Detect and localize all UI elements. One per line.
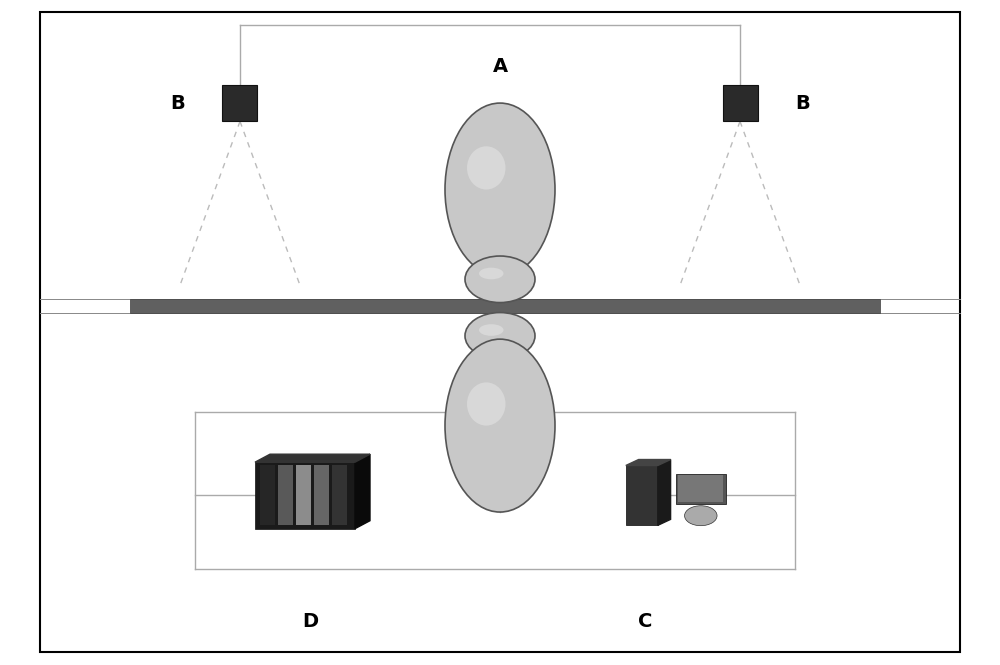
Polygon shape [255,454,370,462]
Bar [332,465,347,525]
Bar [255,462,355,529]
Bar [222,84,257,122]
Bar [722,84,758,122]
Bar [676,473,726,504]
Bar [314,465,329,525]
Bar [626,465,658,525]
Bar [130,299,880,313]
Bar [278,465,293,525]
Text: B: B [170,94,185,112]
Text: C: C [638,612,652,631]
Ellipse shape [465,256,535,303]
Ellipse shape [445,339,555,512]
Ellipse shape [465,313,535,359]
Polygon shape [626,460,671,466]
Ellipse shape [479,324,504,336]
Ellipse shape [479,267,504,279]
Ellipse shape [467,146,506,190]
Bar [678,475,723,502]
Ellipse shape [685,506,717,526]
Polygon shape [355,454,370,529]
Polygon shape [658,460,671,525]
Text: B: B [795,94,810,112]
Ellipse shape [445,103,555,276]
Bar [260,465,275,525]
Bar [296,465,311,525]
Text: A: A [492,57,508,76]
Ellipse shape [467,382,506,426]
Text: D: D [302,612,318,631]
